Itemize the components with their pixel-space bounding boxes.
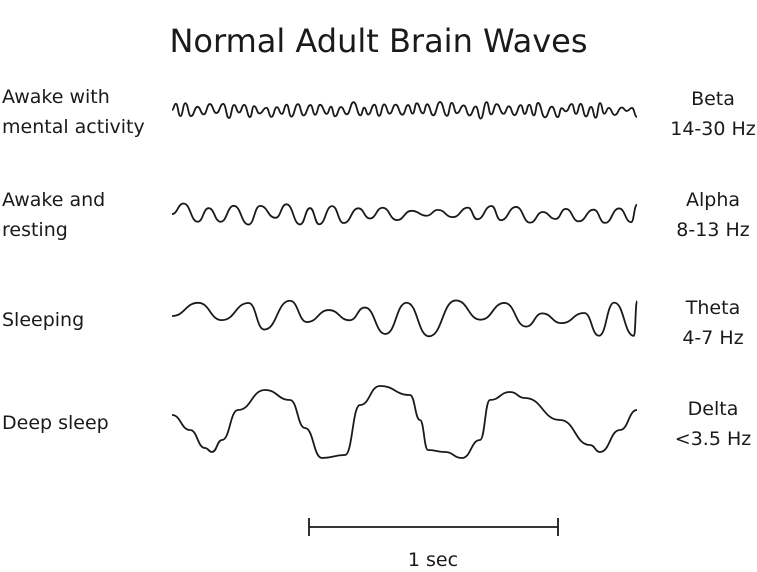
row-beta-band: Beta 14-30 Hz bbox=[670, 84, 756, 144]
wave-name: Beta bbox=[691, 88, 735, 110]
wave-name: Theta bbox=[685, 297, 741, 319]
state-line: Awake with bbox=[2, 86, 110, 108]
diagram-title: Normal Adult Brain Waves bbox=[169, 22, 588, 60]
wave-frequency: 4-7 Hz bbox=[682, 327, 744, 349]
row-delta-state: Deep sleep bbox=[2, 408, 109, 438]
row-alpha-band: Alpha 8-13 Hz bbox=[670, 185, 756, 245]
state-line: mental activity bbox=[2, 116, 145, 138]
wave-name: Delta bbox=[687, 398, 739, 420]
wave-frequency: 14-30 Hz bbox=[670, 118, 756, 140]
scale-bar-label: 1 sec bbox=[407, 549, 459, 571]
state-line: Sleeping bbox=[2, 309, 85, 331]
alpha-waveform bbox=[171, 202, 638, 226]
wave-name: Alpha bbox=[685, 189, 741, 211]
row-delta-band: Delta <3.5 Hz bbox=[670, 394, 756, 454]
row-alpha-state: Awake and resting bbox=[2, 185, 105, 245]
wave-frequency: 8-13 Hz bbox=[676, 219, 750, 241]
theta-waveform bbox=[171, 299, 638, 338]
state-line: Deep sleep bbox=[2, 412, 109, 434]
row-beta-state: Awake with mental activity bbox=[2, 82, 145, 142]
state-line: Awake and bbox=[2, 189, 106, 211]
row-theta-band: Theta 4-7 Hz bbox=[670, 293, 756, 353]
row-theta-state: Sleeping bbox=[2, 305, 84, 335]
state-line: resting bbox=[2, 219, 68, 241]
delta-waveform bbox=[171, 385, 638, 459]
beta-waveform bbox=[171, 101, 638, 120]
wave-frequency: <3.5 Hz bbox=[674, 428, 752, 450]
scale-bar bbox=[308, 518, 559, 536]
